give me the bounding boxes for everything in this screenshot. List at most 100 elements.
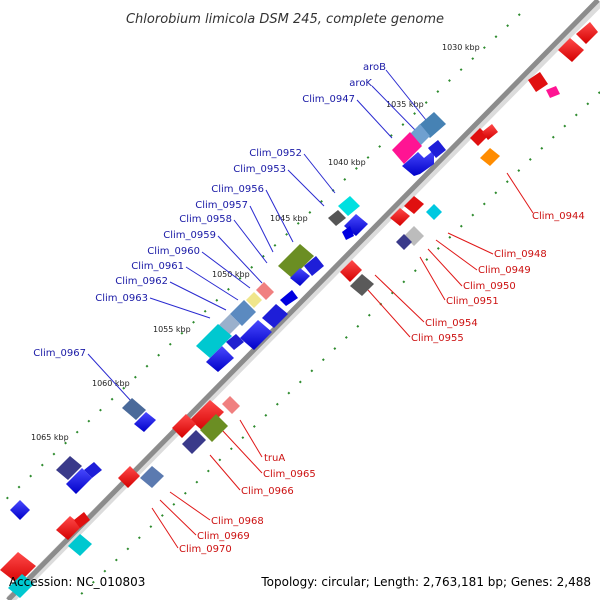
leader-aroB (385, 69, 431, 126)
gene-label-clim0955[interactable]: Clim_0955 (411, 333, 464, 344)
gene-arrow-clim0953[interactable] (328, 210, 346, 226)
gene-arrow-clim0959[interactable] (230, 300, 256, 326)
gene-label-clim0953[interactable]: Clim_0953 (233, 164, 286, 175)
gene-arrow-fwd-11[interactable] (226, 334, 244, 350)
gene-arrow-clim0954[interactable] (350, 274, 374, 296)
gene-arrow-fwd-16[interactable] (10, 500, 30, 520)
gene-arrow-fwd-8[interactable] (262, 304, 288, 328)
gene-arrow-fwd-5[interactable] (290, 268, 310, 286)
gene-label-clim0947[interactable]: Clim_0947 (302, 94, 355, 105)
gene-label-clim0952[interactable]: Clim_0952 (249, 148, 302, 159)
gene-arrow-rev-12[interactable] (118, 466, 140, 488)
gene-label-clim0962[interactable]: Clim_0962 (115, 276, 168, 287)
gene-arrow-clim0970[interactable] (68, 534, 92, 556)
gene-arrow-rev-14[interactable] (0, 552, 36, 584)
gene-label-clim0960[interactable]: Clim_0960 (147, 246, 200, 257)
gene-label-clim0967[interactable]: Clim_0967 (33, 348, 86, 359)
gene-arrow-rev-11[interactable] (172, 414, 196, 438)
gene-label-clim0963[interactable]: Clim_0963 (95, 293, 148, 304)
gene-arrow-clim0967[interactable] (122, 398, 146, 420)
gene-label-clim0957[interactable]: Clim_0957 (195, 200, 248, 211)
reverse-features (0, 22, 598, 598)
gene-label-clim0969[interactable]: Clim_0969 (197, 531, 250, 542)
gene-arrow-fwd-13[interactable] (56, 456, 82, 480)
gene-arrow-fwd-12[interactable] (134, 412, 156, 432)
gene-label-aroK[interactable]: aroK (349, 78, 372, 89)
gene-arrow-rev-10[interactable] (190, 400, 224, 432)
kbp-tick-1045: 1045 kbp (270, 214, 308, 223)
gene-arrow-rev-15[interactable] (8, 574, 34, 598)
gene-arrow-rev-1[interactable] (558, 38, 584, 62)
gene-label-clim0950[interactable]: Clim_0950 (463, 281, 516, 292)
gene-arrow-rev-8[interactable] (404, 196, 424, 214)
forward-gene-labels: aroB aroK Clim_0947 Clim_0952 Clim_0953 … (33, 62, 386, 359)
gene-label-truA[interactable]: truA (264, 453, 285, 464)
gene-label-clim0949[interactable]: Clim_0949 (478, 265, 531, 276)
gene-arrow-clim0948[interactable] (426, 204, 442, 220)
leader-clim0956 (265, 189, 294, 243)
leader-clim0944 (506, 172, 534, 214)
gene-arrow-clim0961[interactable] (196, 324, 232, 358)
gene-arrow-clim0957[interactable] (256, 282, 274, 300)
gene-arrow-fwd-10[interactable] (206, 346, 234, 372)
leader-clim0953 (287, 169, 325, 207)
leader-lines-reverse (151, 172, 534, 549)
gene-arrow-clim0958[interactable] (246, 292, 262, 308)
gene-arrow-fwd-6[interactable] (304, 256, 324, 276)
leader-clim0951 (419, 256, 446, 301)
gene-label-clim0968[interactable]: Clim_0968 (211, 516, 264, 527)
gene-label-clim0970[interactable]: Clim_0970 (179, 544, 232, 555)
gene-arrow-clim0968[interactable] (140, 466, 164, 488)
leader-clim0969 (159, 499, 197, 536)
gene-arrow-clim0965[interactable] (200, 414, 228, 442)
gene-label-clim0966[interactable]: Clim_0966 (241, 486, 294, 497)
gene-arrow-fwd-7[interactable] (240, 320, 272, 350)
gene-arrow-fwd-9[interactable] (280, 290, 298, 306)
gene-label-clim0948[interactable]: Clim_0948 (494, 249, 547, 260)
gene-label-aroB[interactable]: aroB (363, 62, 386, 73)
genome-summary-text: Topology: circular; Length: 2,763,181 bp… (260, 575, 591, 589)
gene-arrow-rev-13[interactable] (74, 512, 90, 528)
gene-arrow-fwd-2[interactable] (428, 140, 446, 158)
gene-label-clim0961[interactable]: Clim_0961 (131, 261, 184, 272)
gene-arrow-rev-9[interactable] (340, 260, 362, 282)
gene-arrow-fwd-15[interactable] (84, 462, 102, 478)
leader-aroK (371, 85, 419, 134)
gene-label-clim0944[interactable]: Clim_0944 (532, 211, 585, 222)
reverse-gene-labels: Clim_0944 Clim_0948 Clim_0949 Clim_0950 … (179, 211, 585, 555)
kbp-ticks: 1030 kbp 1035 kbp 1040 kbp 1045 kbp 1050… (31, 43, 480, 442)
forward-features (10, 112, 446, 520)
gene-arrow-fwd-1[interactable] (402, 150, 434, 176)
gene-arrow-clim0956[interactable] (278, 244, 314, 278)
gene-arrow-rev-3[interactable] (528, 72, 548, 92)
gc-dot-track-inner (74, 91, 600, 600)
gc-dot-tracks (0, 13, 600, 600)
gene-arrow-rev-4[interactable] (546, 86, 560, 98)
gene-arrow-rev-7[interactable] (390, 208, 410, 226)
leader-clim0970 (151, 507, 179, 549)
kbp-tick-1035: 1035 kbp (386, 100, 424, 109)
accession-text: Accession: NC_010803 (9, 575, 145, 589)
gene-label-clim0959[interactable]: Clim_0959 (163, 230, 216, 241)
gene-arrow-clim0950[interactable] (396, 234, 412, 250)
leader-lines-forward (87, 69, 431, 402)
gene-label-clim0965[interactable]: Clim_0965 (263, 469, 316, 480)
gene-arrow-truA[interactable] (222, 396, 240, 414)
gene-arrow-clim0952[interactable] (338, 196, 360, 216)
gene-arrow-clim0966[interactable] (182, 430, 206, 454)
gene-label-clim0951[interactable]: Clim_0951 (446, 296, 499, 307)
gene-arrow-fwd-4[interactable] (342, 226, 354, 240)
gene-label-clim0958[interactable]: Clim_0958 (179, 214, 232, 225)
gene-arrow-rev-6[interactable] (482, 124, 498, 140)
kbp-tick-1050: 1050 kbp (212, 270, 250, 279)
kbp-tick-1065: 1065 kbp (31, 433, 69, 442)
gene-arrow-clim0944[interactable] (480, 148, 500, 166)
kbp-tick-1060: 1060 kbp (92, 379, 130, 388)
gene-arrow-clim0947[interactable] (392, 132, 422, 164)
leader-clim0949 (435, 239, 478, 271)
leader-clim0948 (447, 232, 494, 255)
gene-label-clim0956[interactable]: Clim_0956 (211, 184, 264, 195)
gene-arrow-fwd-14[interactable] (66, 468, 92, 494)
gene-arrow-rev-2[interactable] (576, 22, 598, 44)
gene-label-clim0954[interactable]: Clim_0954 (425, 318, 478, 329)
